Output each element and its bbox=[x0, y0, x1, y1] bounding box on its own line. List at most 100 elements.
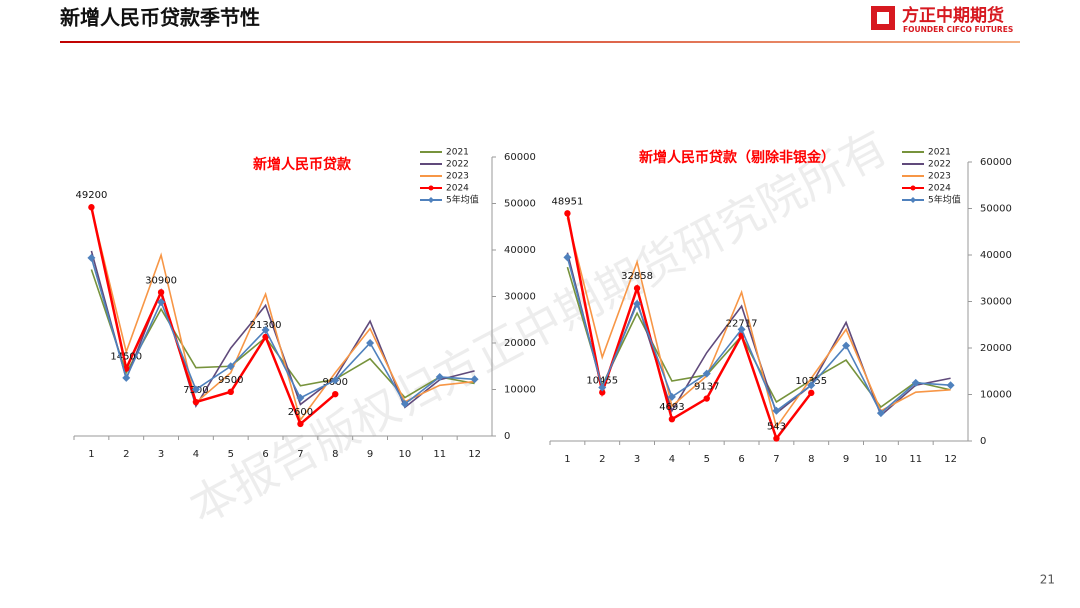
y-tick-label: 50000 bbox=[504, 199, 536, 210]
point bbox=[808, 389, 815, 397]
y-tick-label: 60000 bbox=[980, 157, 1012, 168]
watermark: 本报告版权归方正中期期货研究院所有 bbox=[180, 120, 896, 535]
x-tick-label: 12 bbox=[944, 454, 957, 465]
point bbox=[470, 375, 479, 384]
chart-title: 新增人民币贷款 bbox=[253, 156, 352, 173]
point bbox=[772, 406, 781, 415]
data-label: 49200 bbox=[76, 190, 108, 201]
header-title: 新增人民币贷款季节性 bbox=[60, 6, 260, 30]
data-label: 9137 bbox=[694, 382, 719, 393]
y-tick-label: 20000 bbox=[980, 343, 1012, 354]
x-tick-label: 8 bbox=[808, 454, 814, 465]
data-label: 10455 bbox=[586, 375, 618, 386]
legend-label: 2023 bbox=[928, 172, 951, 182]
point bbox=[702, 369, 711, 378]
legend-marker bbox=[910, 197, 916, 203]
legend-label: 2024 bbox=[446, 184, 469, 194]
legend-label: 2024 bbox=[928, 184, 951, 194]
y-tick-label: 40000 bbox=[504, 245, 536, 256]
point bbox=[366, 339, 375, 347]
logo-subtext: FOUNDER CIFCO FUTURES bbox=[903, 25, 1013, 34]
point bbox=[667, 392, 676, 401]
point bbox=[946, 381, 955, 390]
chart-title: 新增人民币贷款（剔除非银金） bbox=[639, 149, 835, 166]
series-line bbox=[90, 269, 475, 399]
x-tick-label: 7 bbox=[773, 454, 779, 465]
x-tick-label: 7 bbox=[297, 449, 303, 460]
point bbox=[773, 435, 780, 442]
x-tick-label: 1 bbox=[88, 449, 94, 460]
data-label: 32858 bbox=[621, 271, 653, 282]
point bbox=[633, 299, 642, 308]
x-tick-label: 1 bbox=[564, 454, 570, 465]
legend-label: 2023 bbox=[446, 172, 469, 182]
x-tick-label: 11 bbox=[433, 449, 446, 460]
y-tick-label: 40000 bbox=[980, 250, 1012, 261]
data-label: 21300 bbox=[250, 320, 282, 331]
x-tick-label: 4 bbox=[193, 449, 199, 460]
point bbox=[261, 325, 270, 334]
x-tick-label: 11 bbox=[909, 454, 922, 465]
x-tick-label: 12 bbox=[468, 449, 481, 460]
y-tick-label: 10000 bbox=[980, 390, 1012, 401]
point bbox=[737, 325, 746, 334]
y-tick-label: 50000 bbox=[980, 204, 1012, 215]
legend-label: 5年均值 bbox=[928, 194, 961, 206]
point bbox=[297, 420, 304, 428]
point bbox=[911, 378, 920, 387]
header-rule bbox=[60, 41, 1020, 43]
point bbox=[332, 390, 339, 398]
point bbox=[633, 285, 641, 292]
data-label: 4693 bbox=[659, 402, 684, 413]
logo-text: 方正中期期货 bbox=[902, 5, 1004, 26]
y-tick-label: 30000 bbox=[980, 297, 1012, 308]
y-tick-label: 20000 bbox=[504, 338, 536, 349]
point bbox=[262, 333, 269, 341]
x-tick-label: 9 bbox=[367, 449, 373, 460]
legend-label: 2022 bbox=[928, 160, 951, 170]
point bbox=[807, 381, 816, 390]
legend-marker bbox=[428, 197, 434, 203]
x-tick-label: 6 bbox=[262, 449, 268, 460]
x-tick-label: 2 bbox=[599, 454, 605, 465]
x-tick-label: 3 bbox=[634, 454, 640, 465]
logo-icon-inner bbox=[877, 12, 889, 24]
point bbox=[192, 398, 200, 406]
x-tick-label: 5 bbox=[228, 449, 234, 460]
x-tick-label: 2 bbox=[123, 449, 129, 460]
point bbox=[400, 399, 409, 408]
y-tick-label: 10000 bbox=[504, 385, 536, 396]
point bbox=[331, 376, 340, 385]
point bbox=[296, 393, 305, 402]
point bbox=[599, 389, 606, 396]
point bbox=[668, 415, 676, 423]
point bbox=[842, 341, 851, 350]
data-label: 14500 bbox=[110, 352, 142, 363]
x-tick-label: 3 bbox=[158, 449, 164, 460]
point bbox=[88, 204, 95, 211]
x-tick-label: 8 bbox=[332, 449, 338, 460]
point bbox=[226, 362, 235, 371]
y-tick-label: 60000 bbox=[504, 152, 536, 163]
y-tick-label: 0 bbox=[504, 431, 510, 442]
x-tick-label: 6 bbox=[738, 454, 744, 465]
data-label: 9500 bbox=[218, 375, 243, 386]
legend-label: 2021 bbox=[446, 148, 469, 158]
data-label: 543 bbox=[767, 421, 786, 432]
legend-marker bbox=[428, 185, 434, 191]
data-label: 22717 bbox=[726, 318, 758, 329]
point bbox=[157, 298, 166, 307]
x-tick-label: 9 bbox=[843, 454, 849, 465]
page-number: 21 bbox=[1040, 573, 1055, 587]
point bbox=[227, 388, 234, 396]
point bbox=[563, 253, 572, 262]
point bbox=[564, 210, 571, 217]
point bbox=[122, 373, 131, 382]
data-label: 2600 bbox=[288, 407, 313, 418]
data-label: 30900 bbox=[145, 275, 177, 286]
y-tick-label: 0 bbox=[980, 436, 986, 447]
legend-marker bbox=[910, 185, 916, 191]
legend-label: 5年均值 bbox=[446, 194, 479, 206]
